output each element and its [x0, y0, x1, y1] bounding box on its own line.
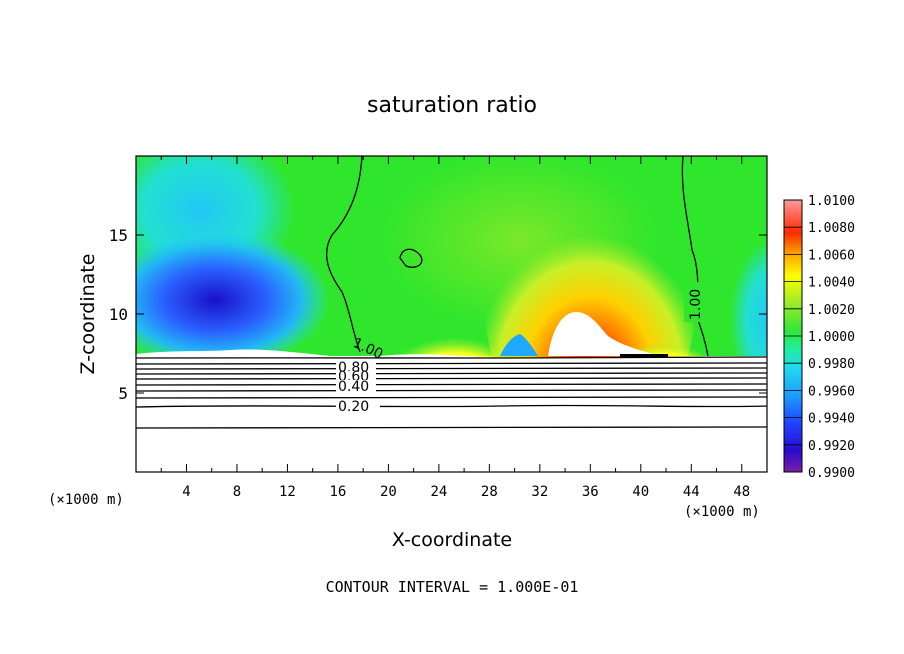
contour-thick-segment — [620, 354, 668, 358]
contour-label-0.40: 0.40 — [338, 379, 369, 395]
colorbar-label: 0.9900 — [808, 466, 855, 481]
x-tick-label: 8 — [233, 484, 241, 500]
contour-0.50 — [136, 383, 767, 386]
plot-area — [136, 156, 767, 472]
contour-interval-note: CONTOUR INTERVAL = 1.000E-01 — [326, 578, 579, 596]
x-unit-left: (×1000 m) — [48, 492, 124, 508]
colorbar-ticks: 1.0100 1.0080 1.0060 1.0040 1.0020 1.0000 0.99… — [784, 194, 855, 481]
y-tick-label: 15 — [109, 226, 128, 245]
colorbar-label: 0.9940 — [808, 412, 855, 427]
colorbar: 1.0100 1.0080 1.0060 1.0040 1.0020 1.0000 0.99… — [783, 194, 855, 481]
y-tick-label: 10 — [109, 305, 128, 324]
y-axis: 5 10 15 — [109, 226, 767, 403]
x-tick-label: 32 — [531, 484, 548, 500]
y-axis-label: Z-coordinate — [77, 254, 99, 375]
cloud-core-white-small — [500, 334, 538, 356]
x-tick-label: 48 — [733, 484, 750, 500]
chart-title: saturation ratio — [367, 93, 537, 118]
contour-0.90 — [136, 362, 767, 365]
x-unit-right: (×1000 m) — [684, 504, 760, 520]
dry-region-left — [136, 230, 330, 370]
x-axis-label: X-coordinate — [392, 529, 512, 551]
colorbar-label: 0.9920 — [808, 439, 855, 454]
colorbar-label: 1.0080 — [808, 221, 855, 236]
x-tick-label: 28 — [481, 484, 498, 500]
contour-0.40 — [136, 389, 767, 392]
contour-0.10 — [136, 426, 767, 429]
contour-1.00-loop — [399, 248, 423, 268]
x-tick-label: 24 — [430, 484, 447, 500]
colorbar-label: 1.0040 — [808, 276, 855, 291]
contour-0.70 — [136, 372, 767, 375]
colorbar-label: 1.0020 — [808, 303, 855, 318]
colorbar-label: 0.9980 — [808, 357, 855, 372]
x-tick-label: 40 — [632, 484, 649, 500]
contour-labels: 0.80 0.60 0.40 0.20 1.00 1.00 — [336, 282, 704, 415]
x-tick-label: 16 — [329, 484, 346, 500]
contour-label-0.20: 0.20 — [338, 399, 369, 415]
contour-0.20 — [136, 404, 767, 408]
contour-cloud-base — [136, 356, 767, 359]
contour-0.30 — [136, 396, 767, 399]
x-tick-label: 4 — [182, 484, 190, 500]
contour-0.80 — [136, 367, 767, 370]
colorbar-label: 1.0060 — [808, 248, 855, 263]
y-tick-label: 5 — [118, 384, 128, 403]
x-tick-label: 12 — [279, 484, 296, 500]
cloud-core-white — [548, 312, 660, 356]
colorbar-label: 0.9960 — [808, 384, 855, 399]
contour-0.60 — [136, 377, 767, 380]
colorbar-label: 1.0000 — [808, 330, 855, 345]
contour-1.00-left — [325, 156, 363, 353]
colorbar-label: 1.0100 — [808, 194, 855, 209]
subcloud-layer — [136, 349, 767, 472]
contour-lines — [136, 156, 767, 429]
x-tick-label: 44 — [683, 484, 700, 500]
contour-1.00-right — [681, 156, 709, 357]
contour-label-1.00-right: 1.00 — [688, 289, 704, 320]
x-tick-label: 20 — [380, 484, 397, 500]
x-axis: 4 8 12 16 20 24 28 32 36 40 44 48 — [160, 156, 750, 500]
x-tick-label: 36 — [582, 484, 599, 500]
